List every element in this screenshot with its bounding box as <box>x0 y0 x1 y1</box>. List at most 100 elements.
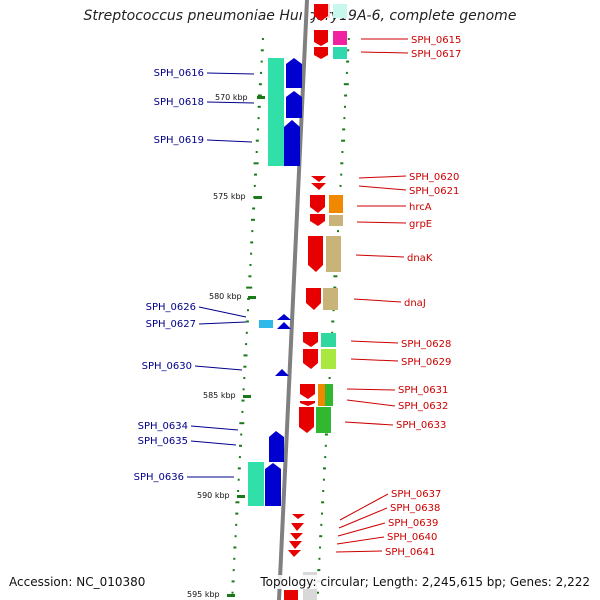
gene-arrow <box>292 514 305 519</box>
gc-dash <box>257 117 260 120</box>
gene-label[interactable]: SPH_0633 <box>396 420 446 431</box>
cog-box <box>326 236 341 272</box>
gc-dash <box>249 264 252 266</box>
gc-dash <box>332 309 335 312</box>
gene-label[interactable]: SPH_0620 <box>409 172 459 183</box>
gc-dash <box>261 38 264 40</box>
gene-label[interactable]: SPH_0639 <box>388 518 438 529</box>
gc-dash <box>319 535 323 538</box>
tick-label: 585 kbp <box>203 391 236 400</box>
cog-box <box>333 4 347 18</box>
gc-dash <box>245 320 249 323</box>
gene-label[interactable]: SPH_0631 <box>398 385 448 396</box>
cog-box <box>333 31 347 45</box>
gene-label[interactable]: SPH_0617 <box>411 49 461 60</box>
gc-dash <box>237 490 240 492</box>
genome-backbone-line <box>277 0 309 600</box>
gc-dash <box>252 207 256 210</box>
cog-boxes-left <box>248 58 284 506</box>
gene-arrow <box>299 407 314 433</box>
gc-dash <box>248 275 252 278</box>
gc-dash <box>253 162 259 165</box>
gc-dash <box>260 49 264 52</box>
gene-arrow <box>265 463 281 506</box>
gc-dash <box>247 309 249 312</box>
gene-label[interactable]: SPH_0621 <box>409 186 459 197</box>
cog-box <box>259 320 273 328</box>
gene-label[interactable]: dnaJ <box>404 298 426 309</box>
gene-arrow <box>300 401 315 406</box>
gc-dash <box>346 60 350 63</box>
gene-label[interactable]: SPH_0618 <box>154 97 204 108</box>
gene-label[interactable]: SPH_0632 <box>398 401 448 412</box>
gc-dash <box>246 286 253 289</box>
gc-dash <box>243 377 246 379</box>
gc-dash <box>250 252 253 255</box>
gc-dash <box>319 546 321 549</box>
gene-label[interactable]: SPH_0640 <box>387 532 437 543</box>
gc-dash <box>245 331 248 334</box>
gc-dash <box>239 444 242 447</box>
gc-dash <box>231 580 235 583</box>
gene-arrow <box>303 332 318 347</box>
gene-arrow <box>291 523 304 531</box>
gc-dash <box>333 275 338 278</box>
gene-label[interactable]: SPH_0627 <box>146 319 196 330</box>
gene-arrow <box>275 369 289 376</box>
gene-label[interactable]: SPH_0636 <box>134 472 184 483</box>
tick-label: 575 kbp <box>213 192 246 201</box>
right-leaders <box>335 38 409 553</box>
gc-dash <box>328 377 331 379</box>
gc-dash <box>324 444 327 447</box>
tick-label: 570 kbp <box>215 93 248 102</box>
gene-label[interactable]: SPH_0641 <box>385 547 435 558</box>
gc-dash <box>340 162 344 165</box>
gene-label[interactable]: SPH_0615 <box>411 35 461 46</box>
tick-label: 580 kbp <box>209 292 242 301</box>
gc-dash <box>344 94 348 97</box>
gc-dash <box>323 467 326 470</box>
gc-dash <box>324 433 328 436</box>
accession-text: Accession: NC_010380 <box>9 575 146 589</box>
gene-label[interactable]: SPH_0626 <box>146 302 196 313</box>
cog-box <box>329 195 343 213</box>
gene-label[interactable]: SPH_0619 <box>154 135 204 146</box>
gc-dash <box>317 569 321 572</box>
gene-label[interactable]: hrcA <box>409 202 432 213</box>
gene-label[interactable]: dnaK <box>407 253 433 264</box>
gene-arrow <box>314 47 328 59</box>
gc-dash <box>255 139 259 142</box>
gc-dash <box>316 591 319 594</box>
cog-box <box>329 215 343 226</box>
tick-label: 595 kbp <box>187 590 220 599</box>
gc-dash <box>342 128 346 131</box>
cog-box <box>333 47 347 59</box>
gene-arrow <box>314 30 328 46</box>
forward-genes <box>284 4 328 600</box>
gc-dash <box>322 490 325 492</box>
gc-dash <box>255 151 258 153</box>
gene-label[interactable]: SPH_0629 <box>401 357 451 368</box>
gene-arrow <box>286 58 302 88</box>
gene-label[interactable]: SPH_0630 <box>142 361 192 372</box>
gene-label[interactable]: SPH_0637 <box>391 489 441 500</box>
gene-label[interactable]: SPH_0616 <box>154 68 204 79</box>
cog-box <box>318 384 325 406</box>
gc-dash <box>241 410 244 413</box>
gc-dash <box>321 512 323 515</box>
gene-label[interactable]: grpE <box>409 219 432 230</box>
gene-label[interactable]: SPH_0634 <box>138 421 188 432</box>
gene-label[interactable]: SPH_0638 <box>390 503 440 514</box>
gene-arrow <box>277 322 291 329</box>
gc-dash <box>260 71 262 74</box>
gc-dash <box>343 117 346 120</box>
gc-dash <box>340 173 343 176</box>
gene-label[interactable]: SPH_0628 <box>401 339 451 350</box>
gc-dash <box>251 218 255 221</box>
gc-dash <box>239 422 245 425</box>
gene-arrow <box>310 214 325 226</box>
gc-dash <box>321 501 325 504</box>
gc-dash <box>256 128 259 131</box>
gene-label[interactable]: SPH_0635 <box>138 436 188 447</box>
gc-dash <box>235 523 238 526</box>
